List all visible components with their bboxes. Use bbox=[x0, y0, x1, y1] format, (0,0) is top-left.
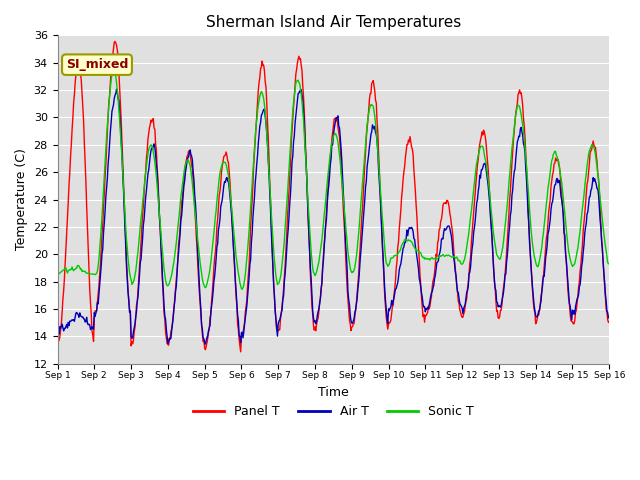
Title: Sherman Island Air Temperatures: Sherman Island Air Temperatures bbox=[206, 15, 461, 30]
Panel T bbox=[237, 349, 244, 355]
Sonic T bbox=[418, 252, 426, 258]
Sonic T bbox=[605, 261, 612, 266]
Legend: Panel T, Air T, Sonic T: Panel T, Air T, Sonic T bbox=[188, 400, 479, 423]
Panel T bbox=[111, 38, 119, 44]
Sonic T bbox=[401, 237, 409, 243]
Line: Sonic T: Sonic T bbox=[58, 70, 609, 289]
Air T bbox=[113, 86, 120, 92]
Air T bbox=[401, 240, 409, 245]
Panel T bbox=[177, 211, 185, 217]
Panel T bbox=[206, 315, 214, 321]
Sonic T bbox=[238, 287, 246, 292]
Sonic T bbox=[54, 272, 61, 277]
Air T bbox=[207, 310, 214, 316]
Sonic T bbox=[109, 67, 117, 72]
Line: Panel T: Panel T bbox=[58, 41, 609, 352]
Y-axis label: Temperature (C): Temperature (C) bbox=[15, 149, 28, 251]
Panel T bbox=[54, 340, 61, 346]
Panel T bbox=[121, 217, 129, 223]
Panel T bbox=[605, 319, 612, 325]
Air T bbox=[54, 328, 61, 334]
Air T bbox=[202, 341, 209, 347]
Air T bbox=[121, 225, 129, 230]
Sonic T bbox=[206, 265, 214, 271]
X-axis label: Time: Time bbox=[318, 386, 349, 399]
Air T bbox=[177, 217, 185, 223]
Air T bbox=[418, 290, 426, 296]
Panel T bbox=[418, 295, 426, 301]
Sonic T bbox=[121, 210, 129, 216]
Line: Air T: Air T bbox=[58, 89, 609, 344]
Text: SI_mixed: SI_mixed bbox=[66, 58, 128, 71]
Sonic T bbox=[177, 194, 185, 200]
Sonic T bbox=[63, 270, 71, 276]
Panel T bbox=[401, 155, 409, 160]
Panel T bbox=[63, 216, 71, 222]
Air T bbox=[63, 325, 71, 331]
Air T bbox=[605, 315, 612, 321]
